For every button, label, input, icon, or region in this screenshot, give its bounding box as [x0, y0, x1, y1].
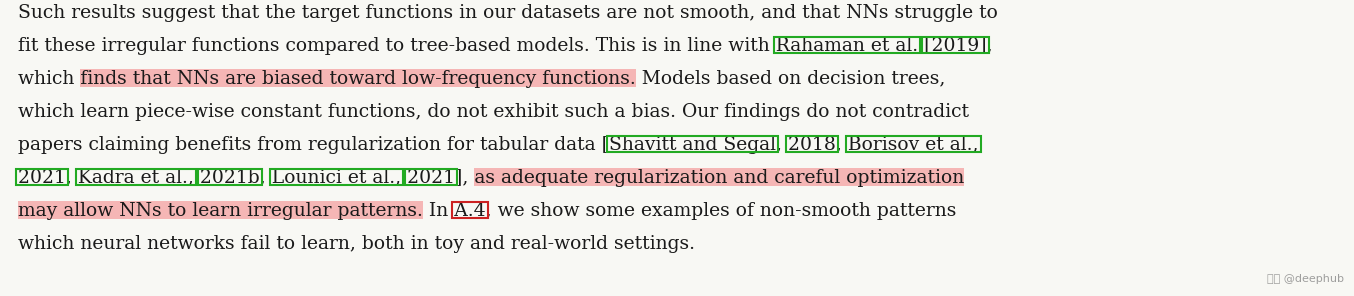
Text: fit these irregular functions compared to tree-based models. This is in line wit: fit these irregular functions compared t…	[18, 37, 992, 55]
Text: which finds that NNs are biased toward low-frequency functions. Models based on : which finds that NNs are biased toward l…	[18, 70, 945, 88]
Text: may allow NNs to learn irregular patterns. In A.4, we show some examples of non-: may allow NNs to learn irregular pattern…	[18, 202, 956, 220]
Text: Such results suggest that the target functions in our datasets are not smooth, a: Such results suggest that the target fun…	[18, 4, 998, 22]
FancyBboxPatch shape	[474, 168, 964, 186]
FancyBboxPatch shape	[18, 201, 422, 219]
Text: which learn piece-wise constant functions, do not exhibit such a bias. Our findi: which learn piece-wise constant function…	[18, 103, 969, 121]
Text: 2021, Kadra et al., 2021b, Lounici et al., 2021], as adequate regularization and: 2021, Kadra et al., 2021b, Lounici et al…	[18, 169, 964, 187]
Text: papers claiming benefits from regularization for tabular data [Shavitt and Segal: papers claiming benefits from regulariza…	[18, 136, 979, 154]
Text: 头条 @deephub: 头条 @deephub	[1267, 274, 1345, 284]
FancyBboxPatch shape	[80, 69, 636, 87]
Text: which neural networks fail to learn, both in toy and real-world settings.: which neural networks fail to learn, bot…	[18, 235, 695, 253]
